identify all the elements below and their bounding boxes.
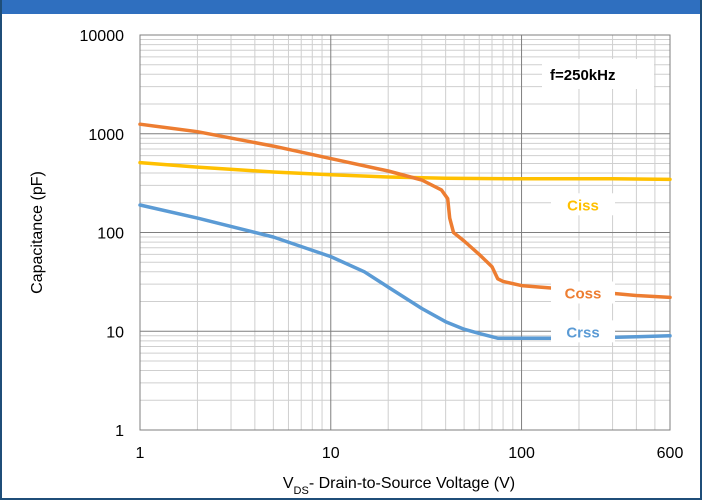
header-bar [2, 0, 700, 14]
series-label-bg [551, 281, 616, 304]
x-tick-label: 600 [657, 445, 684, 462]
series-line-ciss [138, 160, 672, 182]
plot-area [139, 34, 671, 431]
annotation-box [542, 59, 654, 89]
x-tick-label: 1 [136, 445, 145, 462]
series-label-bg [551, 193, 616, 216]
y-tick-label: 1 [115, 423, 124, 440]
y-tick-label: 10 [106, 324, 124, 341]
y-tick-label: 100 [97, 226, 124, 243]
y-tick-label: 10000 [80, 28, 125, 45]
series-label-coss: Coss [565, 286, 602, 303]
series-label-bg [551, 320, 616, 343]
series-label-ciss: Ciss [567, 197, 599, 214]
y-tick-label: 1000 [88, 127, 124, 144]
annotation-label: f=250kHz [550, 67, 615, 84]
x-tick-label: 10 [322, 445, 340, 462]
x-axis-label: VDS- Drain-to-Source Voltage (V) [283, 475, 515, 497]
y-axis-label: Capacitance (pF) [29, 171, 46, 294]
x-tick-label: 100 [508, 445, 535, 462]
series-line-coss [138, 122, 672, 300]
series-label-crss: Crss [566, 324, 599, 341]
